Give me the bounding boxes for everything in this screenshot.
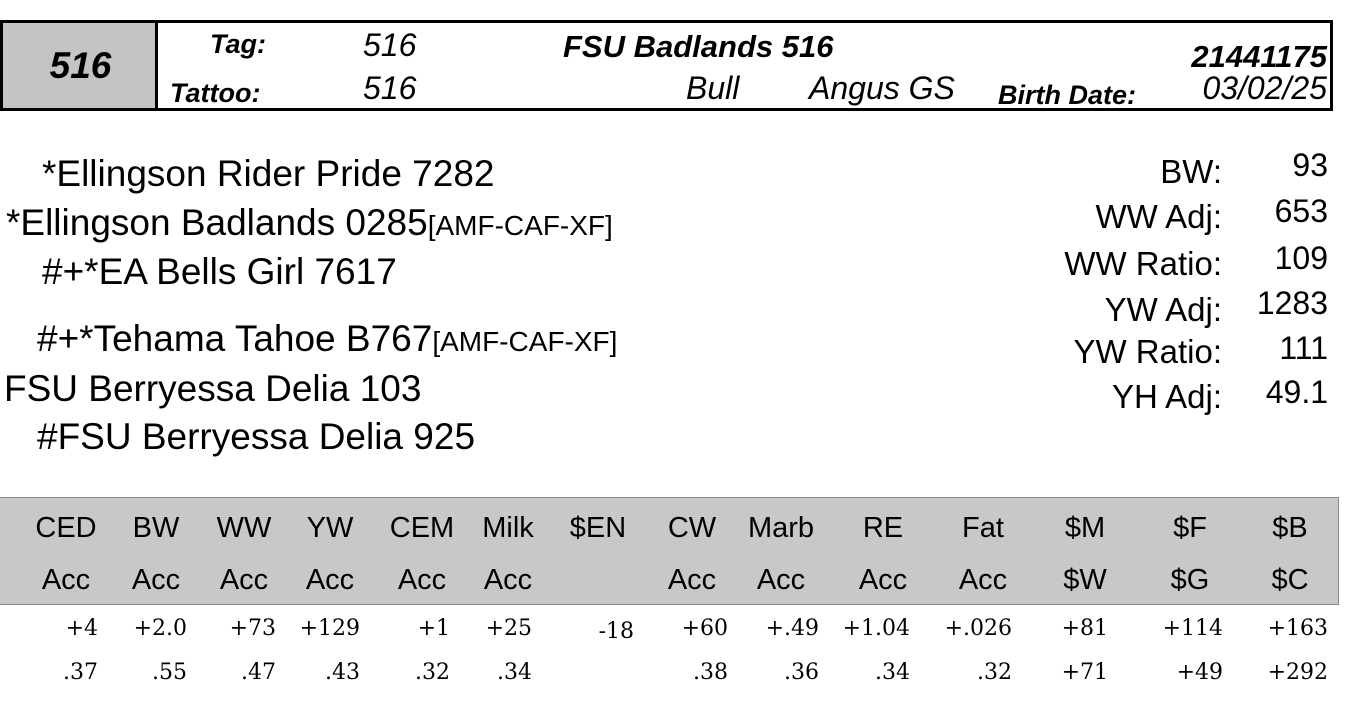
epd-accuracy-re: .34: [875, 660, 910, 685]
epd-subheader-ced: Acc: [41, 564, 91, 596]
epd-value-cem: +1: [417, 616, 450, 641]
birth-date-value: 03/02/25: [1202, 70, 1327, 106]
lot-number-box: 516: [3, 23, 158, 108]
epd-header-marb: Marb: [747, 512, 815, 544]
perf-value-ww-adj: 653: [1274, 193, 1328, 229]
breed-value: Angus GS: [809, 70, 955, 106]
epd-header-dollar-m: $M: [1064, 512, 1106, 544]
epd-subheader-bw: Acc: [131, 564, 181, 596]
epd-header-milk: Milk: [482, 512, 534, 544]
epd-accuracy-ced: .37: [63, 660, 98, 685]
epd-header-fat: Fat: [962, 512, 1004, 544]
epd-header-ced: CED: [35, 512, 97, 544]
animal-name: FSU Badlands 516: [563, 29, 834, 64]
epd-header-re: RE: [862, 512, 904, 544]
epd-accuracy-dollar-f: +49: [1176, 660, 1223, 685]
tattoo-value: 516: [363, 70, 417, 106]
epd-value-fat: +.026: [944, 616, 1012, 641]
epd-subheader-dollar-b: $C: [1271, 564, 1309, 596]
perf-value-yh-adj: 49.1: [1265, 374, 1328, 410]
pedigree-sire-sire: *Ellingson Rider Pride 7282: [42, 153, 495, 194]
epd-value-dollar-f: +114: [1162, 616, 1223, 641]
epd-value-marb: +.49: [765, 616, 819, 641]
epd-accuracy-marb: .36: [784, 660, 819, 685]
epd-header-dollar-b: $B: [1272, 512, 1308, 544]
epd-table-header: [0, 497, 1339, 605]
epd-subheader-marb: Acc: [756, 564, 806, 596]
perf-label-ww-ratio: WW Ratio:: [1064, 245, 1222, 282]
dam-sire-tag: [AMF-CAF-XF]: [432, 326, 618, 357]
epd-value-bw: +2.0: [133, 616, 187, 641]
epd-header-ww: WW: [216, 512, 272, 544]
tag-label: Tag:: [210, 29, 266, 59]
epd-subheader-milk: Acc: [483, 564, 533, 596]
dam-sire-name: #+*Tehama Tahoe B767: [37, 318, 433, 359]
perf-label-yw-ratio: YW Ratio:: [1073, 333, 1222, 370]
epd-value-ced: +4: [65, 616, 98, 641]
epd-header-dollar-f: $F: [1173, 512, 1207, 544]
epd-accuracy-dollar-m: +71: [1061, 660, 1108, 685]
perf-label-yw-adj: YW Adj:: [1104, 291, 1222, 328]
epd-value-dollar-m: +81: [1061, 616, 1108, 641]
sire-tag: [AMF-CAF-XF]: [427, 210, 613, 241]
perf-value-yw-adj: 1283: [1256, 285, 1328, 321]
epd-accuracy-cem: .32: [415, 660, 450, 685]
pedigree-sire: *Ellingson Badlands 0285[AMF-CAF-XF]: [6, 202, 613, 244]
epd-header-yw: YW: [306, 512, 354, 544]
perf-value-yw-ratio: 111: [1279, 330, 1328, 366]
epd-value-cw: +60: [681, 616, 728, 641]
epd-subheader-dollar-f: $G: [1170, 564, 1210, 596]
pedigree-dam-sire: #+*Tehama Tahoe B767[AMF-CAF-XF]: [37, 318, 617, 360]
epd-value-ww: +73: [229, 616, 276, 641]
epd-header-cw: CW: [667, 512, 717, 544]
epd-accuracy-fat: .32: [977, 660, 1012, 685]
epd-header-bw: BW: [132, 512, 180, 544]
epd-subheader-dollar-m: $W: [1063, 564, 1107, 596]
pedigree-dam-dam: #FSU Berryessa Delia 925: [37, 416, 476, 457]
tag-value: 516: [363, 27, 417, 63]
epd-value-yw: +129: [299, 616, 360, 641]
epd-subheader-ww: Acc: [219, 564, 269, 596]
epd-subheader-fat: Acc: [958, 564, 1008, 596]
sire-name: *Ellingson Badlands 0285: [6, 202, 428, 243]
epd-header-cem: CEM: [389, 512, 455, 544]
epd-value-dollar-b: +163: [1267, 616, 1328, 641]
registration-number: 21441175: [1191, 39, 1327, 74]
lot-header: 516 Tag: 516 Tattoo: 516 FSU Badlands 51…: [0, 20, 1333, 111]
epd-value-re: +1.04: [842, 616, 910, 641]
epd-accuracy-ww: .47: [241, 660, 276, 685]
epd-value-milk: +25: [485, 616, 532, 641]
perf-label-yh-adj: YH Adj:: [1111, 378, 1222, 415]
perf-value-ww-ratio: 109: [1274, 240, 1328, 276]
epd-accuracy-milk: .34: [497, 660, 532, 685]
perf-label-bw: BW:: [1160, 153, 1222, 190]
tattoo-label: Tattoo:: [170, 78, 261, 108]
pedigree-dam: FSU Berryessa Delia 103: [4, 368, 422, 409]
epd-header-dollar-en: $EN: [569, 512, 627, 544]
epd-accuracy-dollar-b: +292: [1267, 660, 1328, 685]
epd-subheader-yw: Acc: [305, 564, 355, 596]
epd-subheader-cem: Acc: [397, 564, 447, 596]
sex-value: Bull: [686, 70, 740, 106]
perf-value-bw: 93: [1292, 147, 1328, 183]
pedigree-sire-dam: #+*EA Bells Girl 7617: [42, 251, 397, 292]
epd-accuracy-yw: .43: [325, 660, 360, 685]
epd-subheader-cw: Acc: [667, 564, 717, 596]
epd-value-dollar-en: -18: [598, 619, 634, 644]
lot-number: 516: [49, 45, 112, 86]
epd-subheader-re: Acc: [858, 564, 908, 596]
epd-accuracy-bw: .55: [152, 660, 187, 685]
perf-label-ww-adj: WW Adj:: [1095, 198, 1222, 235]
epd-accuracy-cw: .38: [693, 660, 728, 685]
birth-date-label: Birth Date:: [998, 80, 1137, 110]
